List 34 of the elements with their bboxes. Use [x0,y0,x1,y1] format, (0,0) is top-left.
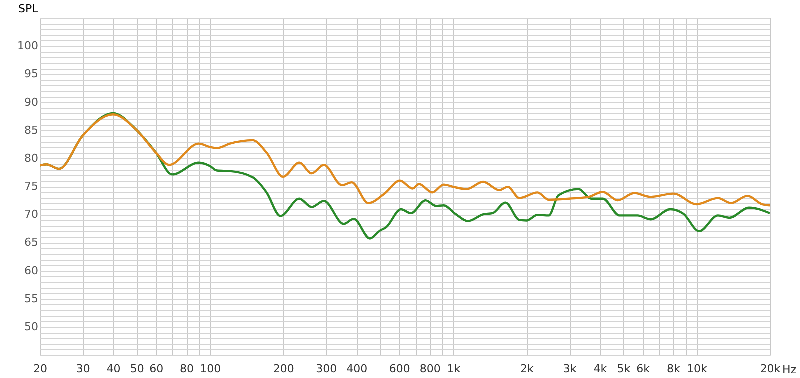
y-tick-label: 60 [24,264,38,278]
x-tick-label: 3k [563,362,578,376]
x-tick-label: 600 [389,362,410,376]
x-axis-title: Hz [782,364,797,376]
x-tick-label: 30 [76,362,90,376]
x-tick-label: 80 [180,362,194,376]
x-tick-label: 200 [273,362,294,376]
y-tick-label: 90 [24,96,38,109]
x-tick-label: 20 [34,362,48,376]
x-tick-label: 6k [636,362,651,376]
y-tick-label: 50 [24,320,38,334]
x-tick-label: 5k [617,362,632,376]
x-tick-label: 300 [316,362,338,376]
y-tick-label: 100 [18,40,38,53]
y-tick-label: 75 [24,180,38,193]
x-tick-label: 800 [420,362,441,376]
x-tick-label: 20k [760,362,782,376]
y-axis-title: SPL [18,2,40,16]
x-tick-label: 40 [106,362,121,376]
x-tick-label: 50 [130,362,144,376]
x-tick-label: 400 [346,362,368,376]
y-tick-label: 55 [24,292,38,306]
y-tick-label: 70 [24,208,38,222]
x-tick-label: 60 [150,362,164,376]
y-tick-label: 85 [24,124,38,137]
x-tick-label: 1k [447,362,462,376]
x-tick-label: 8k [666,362,681,376]
x-tick-label: 4k [594,362,608,376]
x-tick-label: 100 [200,362,222,376]
y-tick-label: 80 [24,152,38,165]
y-tick-label: 65 [24,236,38,250]
x-tick-label: 10k [687,362,708,376]
x-tick-label: 2k [520,362,534,376]
y-tick-label: 95 [24,68,38,81]
